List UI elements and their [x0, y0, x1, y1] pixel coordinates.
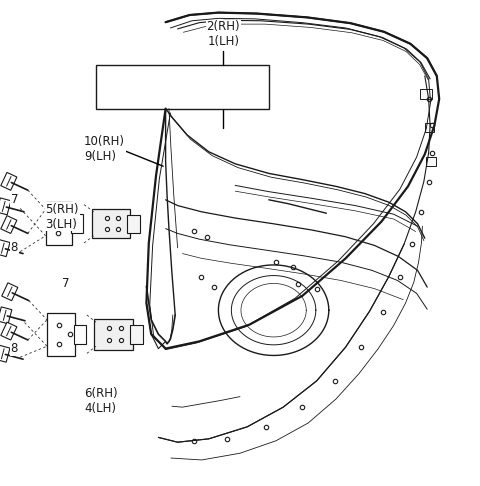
Text: 2(RH)
1(LH): 2(RH) 1(LH) — [206, 20, 240, 48]
Text: 7: 7 — [11, 193, 18, 206]
Bar — [96, 66, 269, 108]
Text: 7: 7 — [62, 278, 70, 290]
Bar — [420, 89, 432, 99]
Polygon shape — [0, 198, 11, 215]
Bar — [92, 209, 130, 238]
Polygon shape — [0, 307, 12, 324]
Polygon shape — [2, 283, 18, 301]
Bar — [71, 214, 83, 233]
Polygon shape — [0, 345, 10, 362]
Bar — [426, 157, 436, 166]
Bar — [425, 123, 434, 132]
Bar — [130, 325, 144, 344]
Text: 8: 8 — [11, 342, 18, 355]
Bar — [74, 325, 86, 344]
Text: 6(RH)
4(LH): 6(RH) 4(LH) — [84, 387, 118, 416]
Text: 10(RH)
9(LH): 10(RH) 9(LH) — [84, 136, 125, 163]
Polygon shape — [0, 240, 10, 257]
Text: 8: 8 — [11, 242, 18, 254]
Text: 5(RH)
3(LH): 5(RH) 3(LH) — [46, 203, 79, 230]
Bar — [46, 202, 72, 245]
Polygon shape — [1, 173, 17, 190]
Bar — [94, 319, 133, 349]
Bar — [127, 215, 140, 233]
Polygon shape — [1, 322, 17, 340]
Polygon shape — [1, 216, 17, 233]
Bar — [47, 312, 75, 356]
